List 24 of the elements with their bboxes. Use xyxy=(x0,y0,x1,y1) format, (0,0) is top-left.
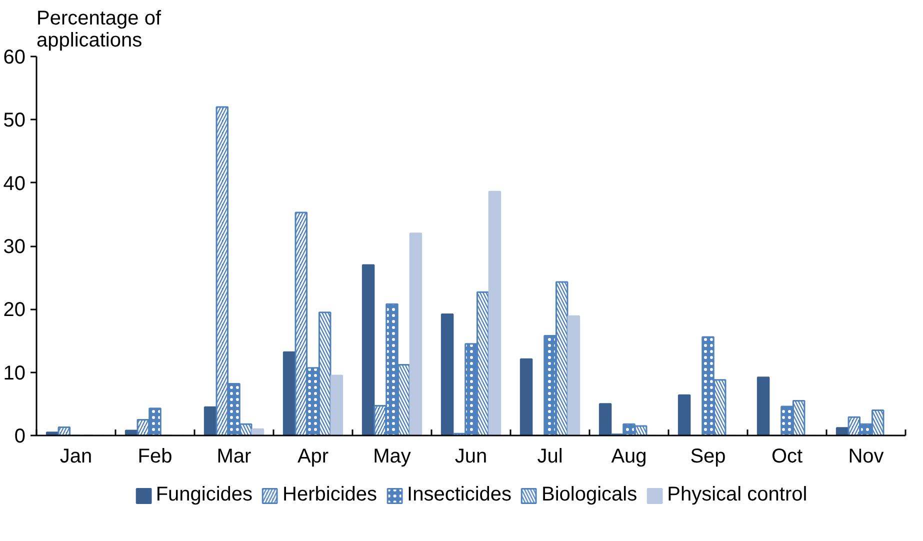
legend-label: Herbicides xyxy=(282,484,378,506)
x-tick-label: Aug xyxy=(611,446,647,468)
x-tick-label: Sep xyxy=(690,446,726,468)
legend-label: Physical control xyxy=(667,484,808,506)
x-tick-label: Jul xyxy=(537,446,563,468)
y-tick-label: 0 xyxy=(14,426,26,448)
x-tick-label: Nov xyxy=(848,446,884,468)
y-tick-label: 40 xyxy=(3,172,26,195)
legend-label: Biologicals xyxy=(542,484,638,506)
y-tick-label: 60 xyxy=(3,46,26,68)
y-tick-label: 10 xyxy=(3,362,26,384)
x-tick-label: May xyxy=(373,446,411,468)
y-axis-title: Percentage of applications xyxy=(36,8,162,52)
x-tick-label: Feb xyxy=(138,446,172,468)
x-tick-label: Oct xyxy=(771,446,803,468)
legend-label: Insecticides xyxy=(407,484,512,506)
legend-label: Fungicides xyxy=(156,484,253,506)
y-tick-label: 30 xyxy=(3,236,26,258)
x-tick-label: Apr xyxy=(297,446,329,468)
x-tick-label: Jun xyxy=(454,446,488,468)
y-tick-label: 20 xyxy=(3,299,26,322)
x-tick-label: Mar xyxy=(216,446,252,468)
x-tick-label: Jan xyxy=(60,446,92,468)
y-tick-label: 50 xyxy=(3,110,26,132)
